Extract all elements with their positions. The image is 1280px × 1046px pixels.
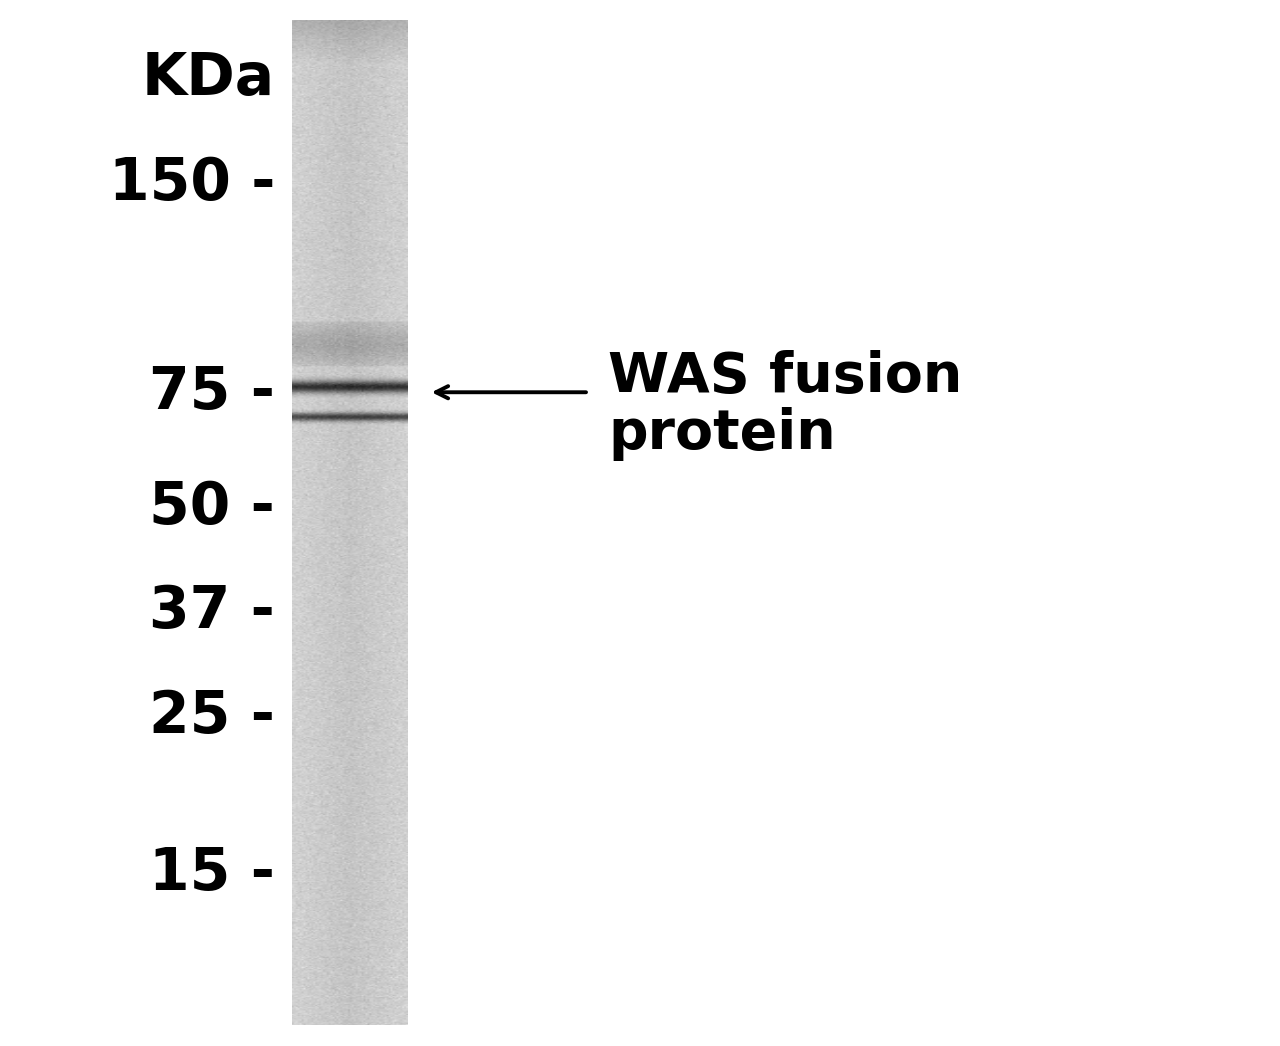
Text: 25 -: 25 - bbox=[150, 688, 275, 745]
Text: 150 -: 150 - bbox=[109, 155, 275, 211]
Text: 50 -: 50 - bbox=[150, 479, 275, 536]
Text: 37 -: 37 - bbox=[150, 584, 275, 640]
Text: 75 -: 75 - bbox=[150, 364, 275, 420]
Text: protein: protein bbox=[608, 407, 836, 461]
Text: KDa: KDa bbox=[142, 50, 275, 107]
Text: WAS fusion: WAS fusion bbox=[608, 349, 963, 404]
Text: 15 -: 15 - bbox=[150, 845, 275, 902]
